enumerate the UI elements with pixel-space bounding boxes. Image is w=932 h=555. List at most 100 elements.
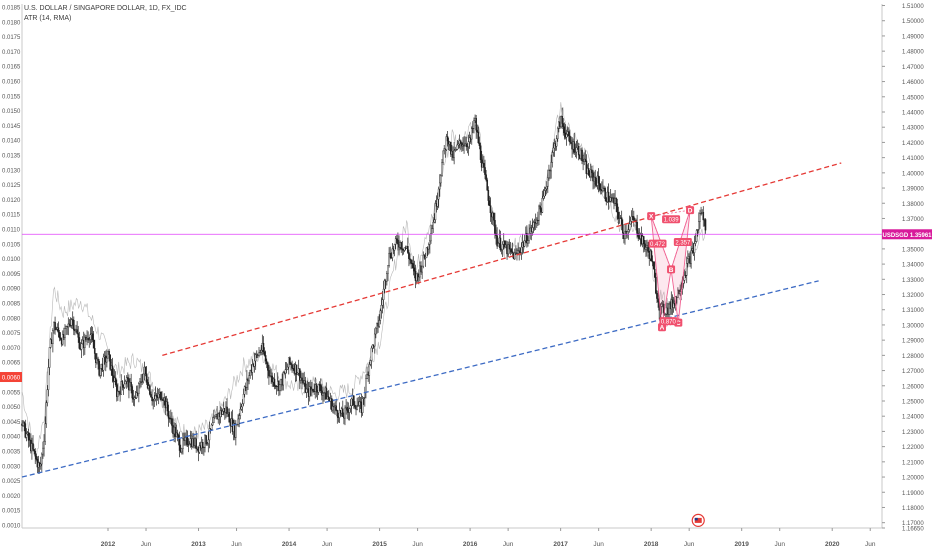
- candle-body: [465, 143, 468, 147]
- atr-tick-label: 0.0080: [2, 316, 21, 322]
- candle-body: [298, 368, 301, 381]
- candle-body: [430, 233, 432, 242]
- candle-body: [48, 347, 51, 368]
- harmonic-point-marker: [647, 212, 656, 221]
- candle-body: [91, 333, 94, 341]
- candle-body: [198, 445, 201, 453]
- harmonic-ratio-badge: [648, 239, 667, 248]
- candle-body: [616, 203, 619, 213]
- candle-body: [32, 443, 34, 450]
- candle-body: [410, 259, 412, 264]
- candle-body: [357, 405, 360, 407]
- time-tick-label: Jun: [141, 541, 152, 548]
- candle-body: [531, 227, 534, 233]
- candle-body: [633, 216, 635, 221]
- time-tick-label: 2017: [553, 541, 568, 548]
- candle-body: [597, 175, 600, 184]
- candle-body: [187, 444, 190, 446]
- atr-tick-label: 0.0125: [2, 183, 21, 189]
- candle-body: [95, 353, 97, 363]
- atr-tick-label: 0.0140: [2, 139, 21, 145]
- candle-body: [24, 423, 27, 438]
- candle-body: [489, 205, 492, 214]
- candle-body: [89, 334, 92, 340]
- candle-body: [114, 377, 117, 385]
- candle-body: [54, 322, 56, 331]
- time-tick-label: Jun: [774, 541, 785, 548]
- price-tick-label: 1.46000: [902, 80, 924, 86]
- atr-tick-label: 0.0090: [2, 287, 21, 293]
- candle-body: [698, 221, 700, 230]
- atr-tick-label: 0.0155: [2, 94, 21, 100]
- candle-body: [214, 416, 216, 418]
- candle-body: [174, 426, 177, 437]
- candle-body: [171, 418, 173, 426]
- candle-body: [93, 348, 96, 354]
- candle-body: [542, 195, 545, 199]
- time-tick-label: Jun: [412, 541, 423, 548]
- candle-body: [111, 365, 114, 376]
- atr-tick-label: 0.0160: [2, 79, 21, 85]
- symbol-title: U.S. DOLLAR / SINGAPORE DOLLAR, 1D, FX_I…: [24, 5, 187, 12]
- candle-body: [445, 136, 448, 150]
- candle-body: [370, 347, 373, 361]
- candle-body: [581, 149, 583, 162]
- atr-tick-label: 0.0150: [2, 109, 21, 115]
- candle-body: [591, 169, 593, 174]
- candle-body: [567, 131, 570, 137]
- candle-body: [304, 380, 307, 393]
- candle-body: [279, 384, 281, 391]
- harmonic-ratio-label: 0.870: [661, 320, 677, 326]
- price-tick-label: 1.31000: [902, 308, 924, 314]
- candle-body: [493, 212, 495, 221]
- candle-body: [332, 406, 334, 411]
- candle-body: [286, 366, 289, 370]
- time-tick-label: Jun: [684, 541, 695, 548]
- candle-body: [141, 381, 143, 383]
- candle-body: [249, 370, 251, 376]
- candle-body: [242, 394, 245, 404]
- candle-body: [479, 145, 482, 160]
- candle-body: [432, 222, 434, 229]
- atr-tick-label: 0.0135: [2, 153, 21, 159]
- candle-body: [178, 438, 181, 451]
- price-tick-label: 1.40000: [902, 171, 924, 177]
- candle-body: [102, 356, 105, 371]
- candle-body: [594, 176, 597, 181]
- candle-body: [160, 392, 162, 400]
- candle-body: [268, 370, 270, 377]
- candle-body: [400, 242, 403, 249]
- lower-channel-line: [21, 280, 819, 478]
- candle-body: [228, 412, 231, 423]
- candle-body: [184, 437, 186, 441]
- price-tick-label: 1.30000: [902, 323, 924, 329]
- candle-body: [550, 162, 552, 172]
- candle-body: [439, 182, 441, 190]
- candle-body: [356, 406, 358, 410]
- harmonic-point-label: C: [676, 320, 681, 327]
- candle-body: [590, 169, 592, 178]
- candle-body: [394, 238, 397, 245]
- candle-body: [42, 447, 44, 455]
- candle-body: [539, 205, 541, 210]
- candle-body: [487, 190, 490, 201]
- candle-body: [408, 252, 410, 259]
- candle-body: [437, 188, 440, 200]
- candle-body: [57, 327, 60, 333]
- candle-body: [87, 338, 89, 341]
- candle-body: [43, 440, 45, 449]
- price-tick-label: 1.29000: [902, 339, 924, 345]
- candle-body: [427, 244, 430, 250]
- candle-body: [77, 333, 80, 338]
- candle-body: [312, 388, 314, 392]
- atr-tick-label: 0.0110: [2, 227, 21, 233]
- candle-body: [433, 219, 436, 223]
- candle-body: [656, 293, 658, 299]
- candle-body: [265, 360, 268, 364]
- candle-body: [153, 398, 156, 401]
- candle-body: [477, 131, 480, 144]
- atr-tick-label: 0.0040: [2, 435, 21, 441]
- candle-body: [84, 336, 86, 348]
